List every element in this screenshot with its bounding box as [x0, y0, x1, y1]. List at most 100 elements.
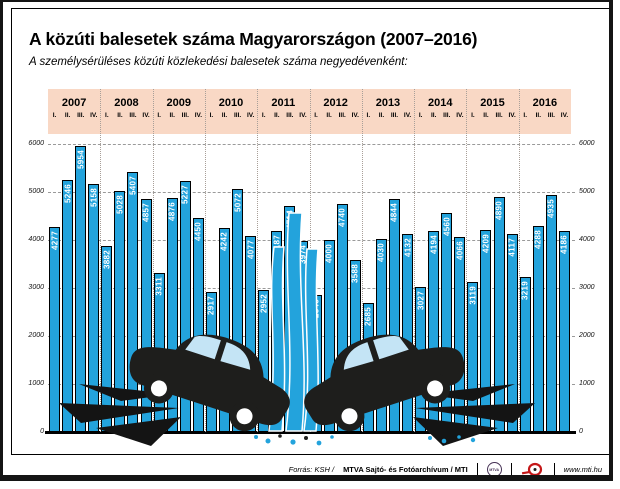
bar-value-label: 2917	[206, 295, 216, 315]
y-axis-label-left: 3000	[28, 284, 44, 291]
bar: 3219	[519, 277, 531, 432]
bar-value-label: 3588	[350, 263, 360, 283]
bar: 5407	[127, 172, 139, 432]
source-label: Forrás: KSH /	[288, 465, 335, 474]
bar: 4876	[166, 197, 178, 432]
bar-value-label: 4186	[559, 235, 569, 255]
year-label: 2008	[114, 97, 139, 109]
bar: 5227	[179, 181, 191, 432]
quarter-row: I. II. III. IV.	[100, 112, 152, 119]
bar: 4242	[218, 228, 230, 432]
y-axis-label-left: 4000	[28, 236, 44, 243]
y-axis-label-right: 6000	[579, 140, 595, 147]
year-label: 2013	[375, 97, 401, 109]
y-axis-label-left: 2000	[28, 332, 44, 339]
bar-value-label: 5407	[128, 176, 138, 196]
bar-value-label: 2846	[311, 299, 321, 319]
bar: 4844	[388, 199, 400, 432]
bar: 3974	[297, 241, 309, 432]
bar: 4740	[336, 204, 348, 432]
bar-value-label: 3882	[102, 249, 112, 269]
year-label: 2010	[218, 97, 244, 109]
year-separator	[518, 89, 520, 432]
quarter-label: IV.	[194, 112, 203, 119]
quarter-label: II.	[431, 112, 437, 119]
bar: 4935	[545, 195, 557, 432]
bar-value-label: 4000	[324, 244, 334, 263]
quarter-label: III.	[286, 112, 294, 119]
bar: 3027	[415, 286, 427, 432]
year-label: 2009	[166, 97, 191, 109]
bar-value-label: 5028	[115, 194, 125, 214]
bar-value-label: 4277	[50, 230, 59, 250]
x-axis-line	[45, 431, 576, 434]
year-separator	[414, 89, 416, 432]
quarter-label: I.	[314, 112, 318, 119]
year-cell: 2012 I. II. III. IV.	[310, 89, 362, 134]
bar-value-label: 4187	[272, 235, 282, 255]
quarter-label: I.	[209, 112, 214, 119]
infographic-canvas: A közúti balesetek száma Magyarországon …	[0, 0, 613, 481]
splash-droplets	[254, 434, 476, 446]
quarter-row: I. II. III. IV.	[466, 112, 518, 119]
bar-value-label: 4194	[429, 234, 439, 254]
quarter-label: I.	[105, 112, 109, 119]
gridline	[48, 144, 575, 145]
footer-divider	[476, 463, 478, 475]
bar-value-label: 4844	[389, 203, 399, 223]
quarter-label: III.	[390, 112, 399, 119]
page-title: A közúti balesetek száma Magyarországon …	[29, 29, 478, 49]
page-subtitle: A személysérüléses közúti közlekedési ba…	[29, 56, 408, 68]
bar: 4066	[454, 236, 466, 432]
bar: 2685	[362, 303, 374, 432]
y-axis-label-right: 2000	[579, 332, 595, 339]
quarter-row: I. II. III. IV.	[48, 112, 100, 119]
bar: 2952	[258, 290, 270, 432]
bar: 4000	[323, 240, 335, 432]
bar-value-label: 4242	[219, 232, 229, 252]
bar: 4560	[441, 213, 453, 432]
quarter-label: III.	[77, 112, 85, 119]
bar: 5246	[62, 180, 74, 432]
bar: 3311	[153, 273, 165, 432]
bar: 4714	[284, 205, 296, 432]
year-cell: 2010 I. II. III. IV.	[205, 89, 257, 134]
bar: 4187	[271, 231, 283, 432]
quarter-label: II.	[326, 112, 332, 119]
year-label: 2012	[323, 97, 348, 109]
bar: 4890	[493, 197, 505, 432]
y-axis-label-right: 0	[579, 428, 583, 435]
quarter-label: I.	[366, 112, 371, 119]
quarter-label: II.	[274, 112, 280, 119]
quarter-label: I.	[52, 112, 57, 119]
quarter-row: I. II. III. IV.	[362, 112, 414, 119]
y-axis-label-right: 1000	[579, 380, 595, 387]
bar-value-label: 4890	[494, 201, 504, 221]
bar: 5954	[75, 146, 87, 432]
bar-value-label: 3119	[468, 286, 478, 305]
footer: Forrás: KSH / MTVA Sajtó- és Fotóarchívu…	[3, 456, 609, 475]
y-axis-label-right: 4000	[579, 236, 595, 243]
year-cell: 2015 I. II. III. IV.	[466, 89, 518, 134]
bar-value-label: 5158	[89, 188, 99, 208]
bar: 5028	[114, 190, 126, 432]
quarter-label: IV.	[560, 112, 569, 119]
bar: 5072	[232, 188, 244, 432]
bar: 3588	[349, 259, 361, 432]
bar: 4277	[49, 226, 60, 432]
bar-value-label: 5227	[180, 185, 190, 205]
y-axis-label-left: 5000	[28, 188, 44, 195]
year-label: 2016	[532, 97, 558, 109]
bar: 4194	[428, 230, 440, 432]
year-separator	[361, 89, 363, 432]
quarter-label: III.	[181, 112, 189, 119]
bar: 4030	[375, 238, 387, 432]
year-separator	[100, 89, 102, 432]
year-separator	[152, 89, 154, 432]
y-axis-label-right: 5000	[579, 188, 595, 195]
bar-value-label: 4077	[246, 240, 256, 260]
year-cell: 2009 I. II. III. IV.	[153, 89, 205, 134]
mti-logo-icon	[521, 462, 542, 475]
bar: 4186	[558, 231, 570, 432]
year-separator	[466, 89, 468, 432]
